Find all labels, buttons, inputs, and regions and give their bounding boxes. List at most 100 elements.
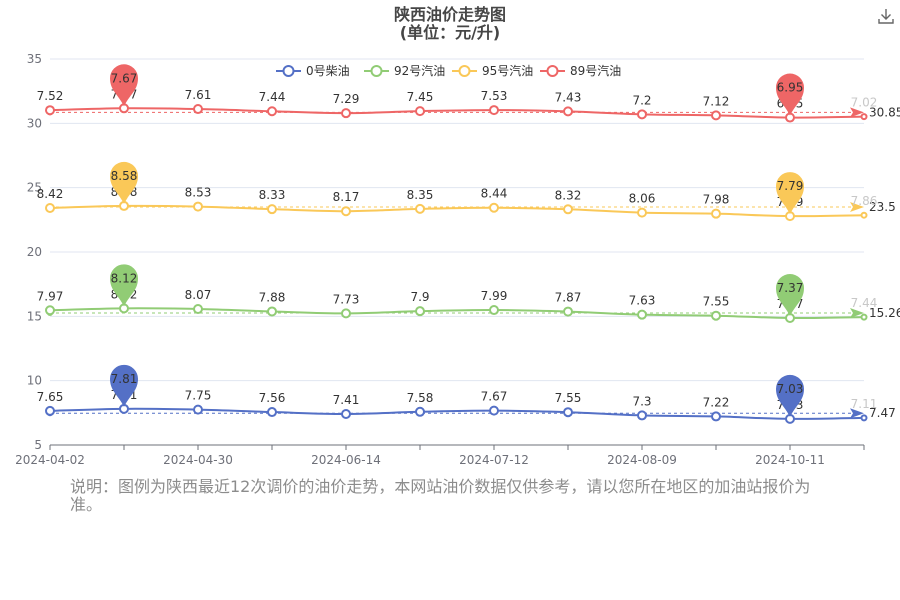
series-0-point[interactable]: [637, 410, 647, 421]
series-1-max-pin-label: 8.12: [111, 271, 138, 285]
series-2-point[interactable]: [711, 208, 721, 219]
series-1-point[interactable]: [267, 306, 277, 317]
series-3-min-pin-shape: [776, 73, 804, 116]
series-0-data-label: 7.75: [185, 389, 212, 403]
series-1-line: [49, 307, 865, 320]
series-0-point[interactable]: [267, 407, 277, 418]
series-0-min-pin-shape: [776, 374, 804, 417]
chart-title: 陕西油价走势图: [394, 5, 506, 24]
series-2-data-label: 8.32: [555, 188, 582, 202]
series-2-data-label: 7.98: [703, 193, 730, 207]
series-3-data-label: 7.12: [703, 94, 730, 108]
series-1-point[interactable]: [637, 309, 647, 320]
series-1-data-label: 7.88: [259, 290, 286, 304]
series-2-point[interactable]: [267, 204, 277, 215]
series-2-point[interactable]: [637, 207, 647, 218]
series-1: 15.26 7.97 8.12 8.07 7.88 7.73 7.9 7.99 7.87 7.63…: [37, 264, 900, 324]
series-3-data-label: 7.45: [407, 90, 434, 104]
series-0-point[interactable]: [711, 411, 721, 422]
series-3-data-label: 7.43: [555, 90, 582, 104]
series-2-point[interactable]: [563, 204, 573, 215]
legend[interactable]: 0号柴油 92号汽油 95号汽油 89号汽油: [276, 63, 621, 78]
series-1-point[interactable]: [563, 306, 573, 317]
series-3-point[interactable]: [637, 109, 647, 120]
series-0-point[interactable]: [489, 405, 499, 416]
series-1-min-pin-label: 7.37: [777, 281, 804, 295]
series-2-point[interactable]: [193, 201, 203, 212]
series-2-data-label: 8.42: [37, 187, 64, 201]
series-0-point[interactable]: [563, 407, 573, 418]
series-3-point[interactable]: [415, 106, 425, 117]
series-1-point[interactable]: [341, 308, 351, 319]
x-tick-label: 2024-08-09: [607, 453, 677, 467]
legend-label: 95号汽油: [482, 63, 533, 78]
series-1-point[interactable]: [489, 305, 499, 316]
series-3-point[interactable]: [341, 108, 351, 119]
series-2-point[interactable]: [45, 202, 55, 213]
series-0-data-label: 7.11: [851, 397, 878, 411]
y-axis: 5 10 15 20 25 30 35: [27, 52, 42, 452]
series-1-data-label: 7.87: [555, 291, 582, 305]
series-3-point[interactable]: [45, 105, 55, 116]
legend-item-3[interactable]: 89号汽油: [540, 63, 621, 78]
legend-swatch-dot: [458, 65, 471, 77]
series-0-point[interactable]: [45, 405, 55, 416]
series-3-point[interactable]: [267, 106, 277, 117]
series-0-max-pin-shape: [110, 364, 138, 407]
series-1-point[interactable]: [45, 305, 55, 316]
y-tick-label: 5: [34, 438, 42, 452]
series-0-point[interactable]: [193, 404, 203, 415]
series-2: 23.5 8.42 8.58 8.53 8.33 8.17 8.35 8.44 8.32 8.06…: [37, 161, 896, 222]
series-3-point[interactable]: [489, 105, 499, 116]
y-tick-label: 35: [27, 52, 42, 66]
series-0-min-marker: 7.03: [776, 374, 804, 417]
series-2-point[interactable]: [860, 211, 868, 219]
legend-item-1[interactable]: 92号汽油: [364, 63, 445, 78]
series-2-point[interactable]: [415, 203, 425, 214]
series-2-point[interactable]: [341, 206, 351, 217]
grid: [50, 58, 864, 382]
series-1-min-pin-shape: [776, 274, 804, 317]
series-2-data-label: 8.44: [481, 187, 508, 201]
y-tick-label: 10: [27, 374, 42, 388]
series-2-data-label: 8.35: [407, 188, 434, 202]
series-3-min-pin-label: 6.95: [777, 81, 804, 95]
series-3-point[interactable]: [193, 104, 203, 115]
series-0-data-label: 7.55: [555, 391, 582, 405]
series-2-min-pin-shape: [776, 172, 804, 215]
series-2-avg-arrow: [850, 201, 864, 212]
series-3-avg-label: 30.85: [869, 105, 900, 119]
series-3-max-marker: 7.67: [110, 64, 138, 107]
series-1-min-marker: 7.37: [776, 274, 804, 317]
series-0-data-label: 7.56: [259, 391, 286, 405]
series-1-point[interactable]: [415, 306, 425, 317]
x-tick-label: 2024-04-30: [163, 453, 233, 467]
series-0-min-pin-label: 7.03: [777, 382, 804, 396]
legend-item-2[interactable]: 95号汽油: [452, 63, 533, 78]
series-3-point[interactable]: [860, 113, 868, 121]
series-2-point[interactable]: [489, 202, 499, 213]
series-0-avg-arrow: [850, 408, 864, 419]
x-tick-label: 2024-04-02: [15, 453, 85, 467]
series-1-point[interactable]: [711, 310, 721, 321]
download-icon[interactable]: [876, 6, 896, 26]
x-tick-label: 2024-10-11: [755, 453, 825, 467]
series-2-avg-label: 23.5: [869, 200, 896, 214]
series-3: 30.85 7.52 7.67 7.61 7.44 7.29 7.45 7.53 7.43 7.2…: [37, 64, 900, 123]
series-2-max-pin-label: 8.58: [111, 169, 138, 183]
legend-item-0[interactable]: 0号柴油: [276, 64, 350, 78]
legend-swatch-dot: [370, 65, 383, 77]
series-1-point[interactable]: [860, 313, 868, 321]
series-3-point[interactable]: [711, 110, 721, 121]
series-2-data-label: 8.33: [259, 188, 286, 202]
series-0-point[interactable]: [860, 414, 868, 422]
series-3-point[interactable]: [563, 106, 573, 117]
series-0-point[interactable]: [415, 406, 425, 417]
series-1-data-label: 7.63: [629, 294, 656, 308]
series-0-point[interactable]: [341, 408, 351, 419]
series-1-avg-arrow: [850, 307, 864, 318]
series-1-avg-label: 15.26: [869, 306, 900, 320]
series-1-point[interactable]: [193, 303, 203, 314]
y-tick-label: 15: [27, 309, 42, 323]
